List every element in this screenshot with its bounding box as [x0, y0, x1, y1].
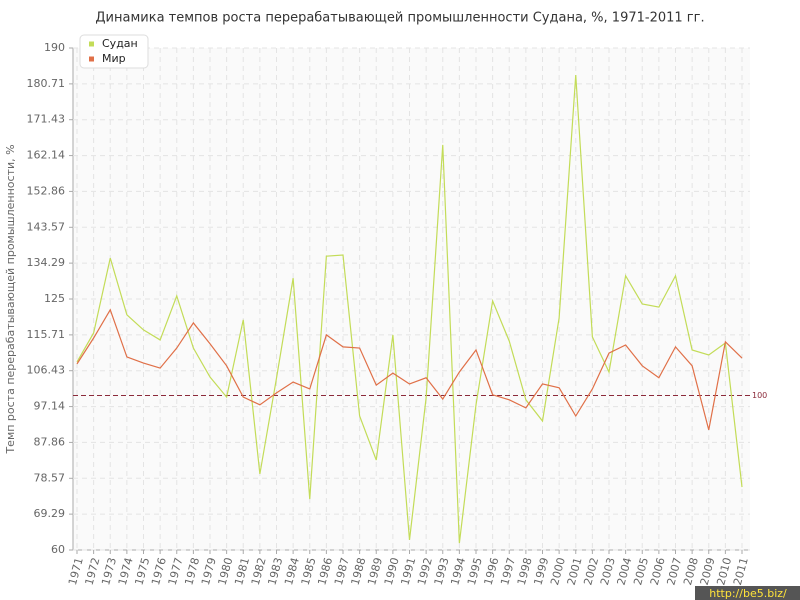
reference-label: 100: [752, 391, 767, 400]
y-tick-label: 143.57: [27, 220, 66, 233]
y-tick-label: 115.71: [27, 328, 66, 341]
y-tick-label: 171.43: [27, 113, 66, 126]
y-tick-label: 87.86: [34, 435, 66, 448]
series-line: [76, 308, 743, 431]
y-tick-label: 97.14: [34, 400, 66, 413]
legend-marker: [89, 56, 94, 62]
y-tick-label: 152.86: [27, 184, 66, 197]
legend-label: Мир: [102, 52, 126, 65]
y-tick-label: 60: [51, 543, 65, 556]
y-tick-label: 180.71: [27, 77, 66, 90]
y-tick-label: 78.57: [34, 471, 66, 484]
y-tick-label: 134.29: [27, 256, 66, 269]
watermark: http://be5.biz/: [709, 587, 787, 600]
y-axis-label: Темп роста перерабатывающей промышленнос…: [4, 144, 17, 454]
y-tick-label: 190: [44, 41, 65, 54]
y-tick-label: 162.14: [27, 149, 66, 162]
y-tick-label: 125: [44, 292, 65, 305]
y-tick-label: 106.43: [27, 364, 66, 377]
legend-box: [79, 34, 149, 69]
legend-label: Судан: [102, 37, 138, 50]
chart-title: Динамика темпов роста перерабатывающей п…: [95, 11, 704, 26]
legend-marker: [89, 41, 94, 47]
y-tick-label: 69.29: [34, 507, 66, 520]
watermark-bg: [695, 586, 800, 600]
x-tick-label: 2011: [731, 556, 751, 586]
